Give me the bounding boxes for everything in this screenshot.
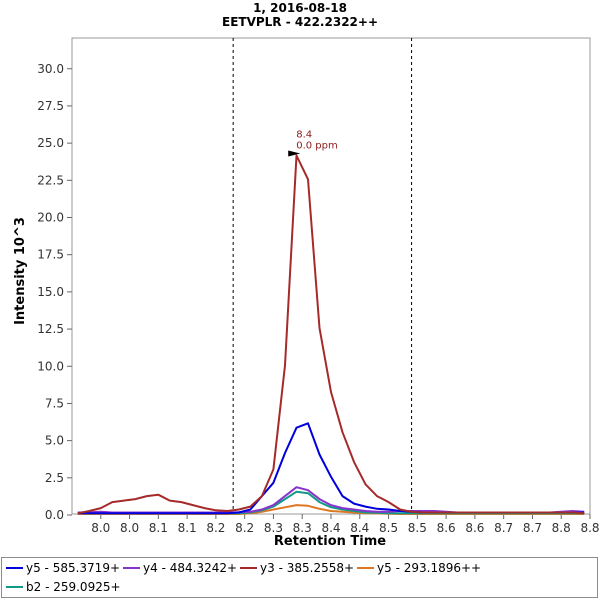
legend-item: b2 - 259.0925+ [6, 580, 121, 594]
y-tick-label: 27.5 [37, 99, 64, 113]
y-tick-label: 2.5 [45, 471, 64, 485]
x-tick-label: 8.6 [437, 521, 456, 535]
x-tick-label: 8.0 [120, 521, 139, 535]
legend-label: y5 - 293.1896++ [377, 561, 482, 575]
y-tick-label: 10.0 [37, 359, 64, 373]
x-tick-label: 8.7 [494, 521, 513, 535]
legend-item: y5 - 293.1896++ [357, 561, 481, 575]
y-tick-label: 7.5 [45, 396, 64, 410]
legend-swatch [6, 586, 23, 588]
y-axis: 0.0 2.5 5.0 7.5 10.0 12.5 15.0 17.5 20.0 22.5 25.0… [37, 62, 72, 522]
x-tick-label: 8.4 [321, 521, 340, 535]
y-tick-label: 12.5 [37, 322, 64, 336]
legend-swatch [123, 567, 141, 569]
peak-label-time: 8.4 [296, 130, 312, 141]
x-tick-label: 8.1 [149, 521, 168, 535]
legend-label: y5 - 585.3719+ [26, 561, 121, 575]
x-tick-label: 8.8 [552, 521, 571, 535]
x-tick-label: 8.8 [580, 521, 599, 535]
y-tick-label: 22.5 [37, 173, 64, 187]
y-tick-label: 25.0 [37, 136, 64, 150]
x-tick-label: 8.7 [523, 521, 542, 535]
legend-swatch [357, 567, 375, 569]
y-axis-label: Intensity 10^3 [13, 217, 28, 325]
peak-annotation: 8.40.0 ppm [288, 130, 338, 157]
legend-row: y5 - 585.3719+ y4 - 484.3242+ y3 - 385.255… [6, 561, 484, 575]
chart-title-line2: EETVPLR - 422.2322++ [222, 15, 378, 29]
y-tick-label: 5.0 [45, 434, 64, 448]
peak-label-ppm: 0.0 ppm [296, 141, 338, 152]
legend-label: b2 - 259.0925+ [26, 580, 121, 594]
x-tick-label: 8.0 [91, 521, 110, 535]
plot-area [71, 37, 591, 515]
x-tick-label: 8.5 [408, 521, 427, 535]
legend-item: y4 - 484.3242+ [123, 561, 237, 575]
peak-marker [288, 150, 301, 157]
chart-title-line1: 1, 2016-08-18 [253, 1, 347, 15]
series-line-2 [77, 154, 585, 515]
legend-swatch [6, 567, 23, 569]
x-tick-label: 8.5 [379, 521, 398, 535]
y-tick-label: 30.0 [37, 62, 64, 76]
y-tick-label: 15.0 [37, 285, 64, 299]
x-tick-label: 8.3 [293, 521, 312, 535]
series-lines [77, 154, 585, 515]
x-axis-label: Retention Time [274, 534, 386, 549]
x-tick-label: 8.1 [178, 521, 197, 535]
y-tick-label: 0.0 [45, 508, 64, 522]
legend-label: y3 - 385.2558+ [260, 561, 355, 575]
legend-row: b2 - 259.0925+ [6, 580, 124, 594]
x-axis: 8.0 8.0 8.1 8.1 8.2 8.2 8.3 8.3 8.4 8.4 8.5 8.5 8.6 8… [91, 514, 600, 535]
y-tick-label: 17.5 [37, 248, 64, 262]
legend: y5 - 585.3719+ y4 - 484.3242+ y3 - 385.255… [1, 557, 598, 598]
legend-item: y5 - 585.3719+ [6, 561, 120, 575]
legend-swatch [240, 567, 258, 569]
x-tick-label: 8.3 [264, 521, 283, 535]
x-tick-label: 8.2 [206, 521, 225, 535]
x-tick-label: 8.4 [350, 521, 369, 535]
x-tick-label: 8.6 [465, 521, 484, 535]
y-tick-label: 20.0 [37, 211, 64, 225]
x-tick-label: 8.2 [235, 521, 254, 535]
legend-item: y3 - 385.2558+ [240, 561, 354, 575]
integration-boundaries [232, 38, 413, 514]
legend-label: y4 - 484.3242+ [143, 561, 238, 575]
